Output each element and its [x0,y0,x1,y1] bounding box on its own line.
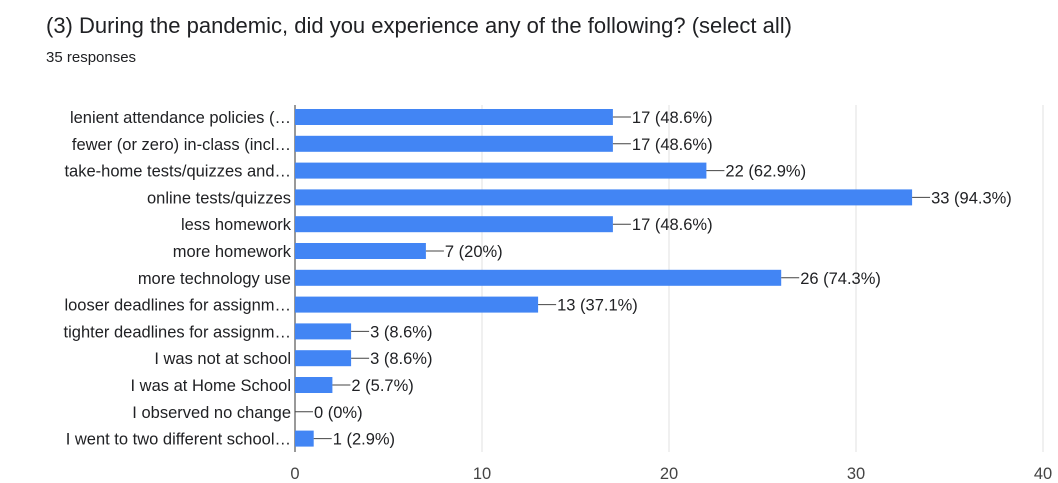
data-label: 13 (37.1%) [557,297,638,315]
bars [295,109,931,447]
category-label: looser deadlines for assignm… [64,297,291,315]
category-label: I observed no change [132,404,291,422]
category-label: lenient attendance policies (… [70,109,291,127]
category-label: I was not at school [154,350,291,368]
data-label: 17 (48.6%) [632,216,713,234]
bar [295,350,352,367]
category-label: tighter deadlines for assignm… [64,323,291,341]
labels: 0 10 20 30 40 17 (48.6%) lenient attendance po… [64,109,1053,483]
x-tick-label: 40 [1034,465,1052,483]
category-label: I was at Home School [131,377,292,395]
data-label: 17 (48.6%) [632,109,713,127]
bar [295,269,782,286]
category-label: take-home tests/quizzes and… [64,163,291,181]
category-label: more homework [173,243,292,261]
data-label: 26 (74.3%) [800,270,881,288]
bar [295,296,539,313]
response-count: 35 responses [46,49,137,66]
bar [295,323,352,340]
data-label: 17 (48.6%) [632,136,713,154]
bar [295,216,613,233]
bar [295,162,707,179]
bar [295,377,333,393]
data-label: 3 (8.6%) [370,350,432,368]
x-tick-label: 10 [473,465,491,483]
data-label: 1 (2.9%) [333,431,395,449]
category-label: less homework [181,216,292,234]
category-label: online tests/quizzes [147,189,291,207]
data-label: 33 (94.3%) [931,189,1012,207]
data-label: 22 (62.9%) [725,163,806,181]
category-label: I went to two different school… [66,431,291,449]
category-label: more technology use [138,270,291,288]
data-label: 0 (0%) [314,404,363,422]
bar [295,109,613,125]
x-tick-label: 20 [660,465,678,483]
bar [295,189,913,206]
bar [295,135,613,152]
x-tick-label: 30 [847,465,865,483]
bar [295,243,426,259]
question-title: (3) During the pandemic, did you experie… [46,13,792,38]
data-label: 7 (20%) [445,243,503,261]
data-label: 2 (5.7%) [351,377,413,395]
bar [295,430,314,447]
category-label: fewer (or zero) in-class (incl… [72,136,291,154]
x-tick-label: 0 [290,465,299,483]
data-label: 3 (8.6%) [370,323,432,341]
